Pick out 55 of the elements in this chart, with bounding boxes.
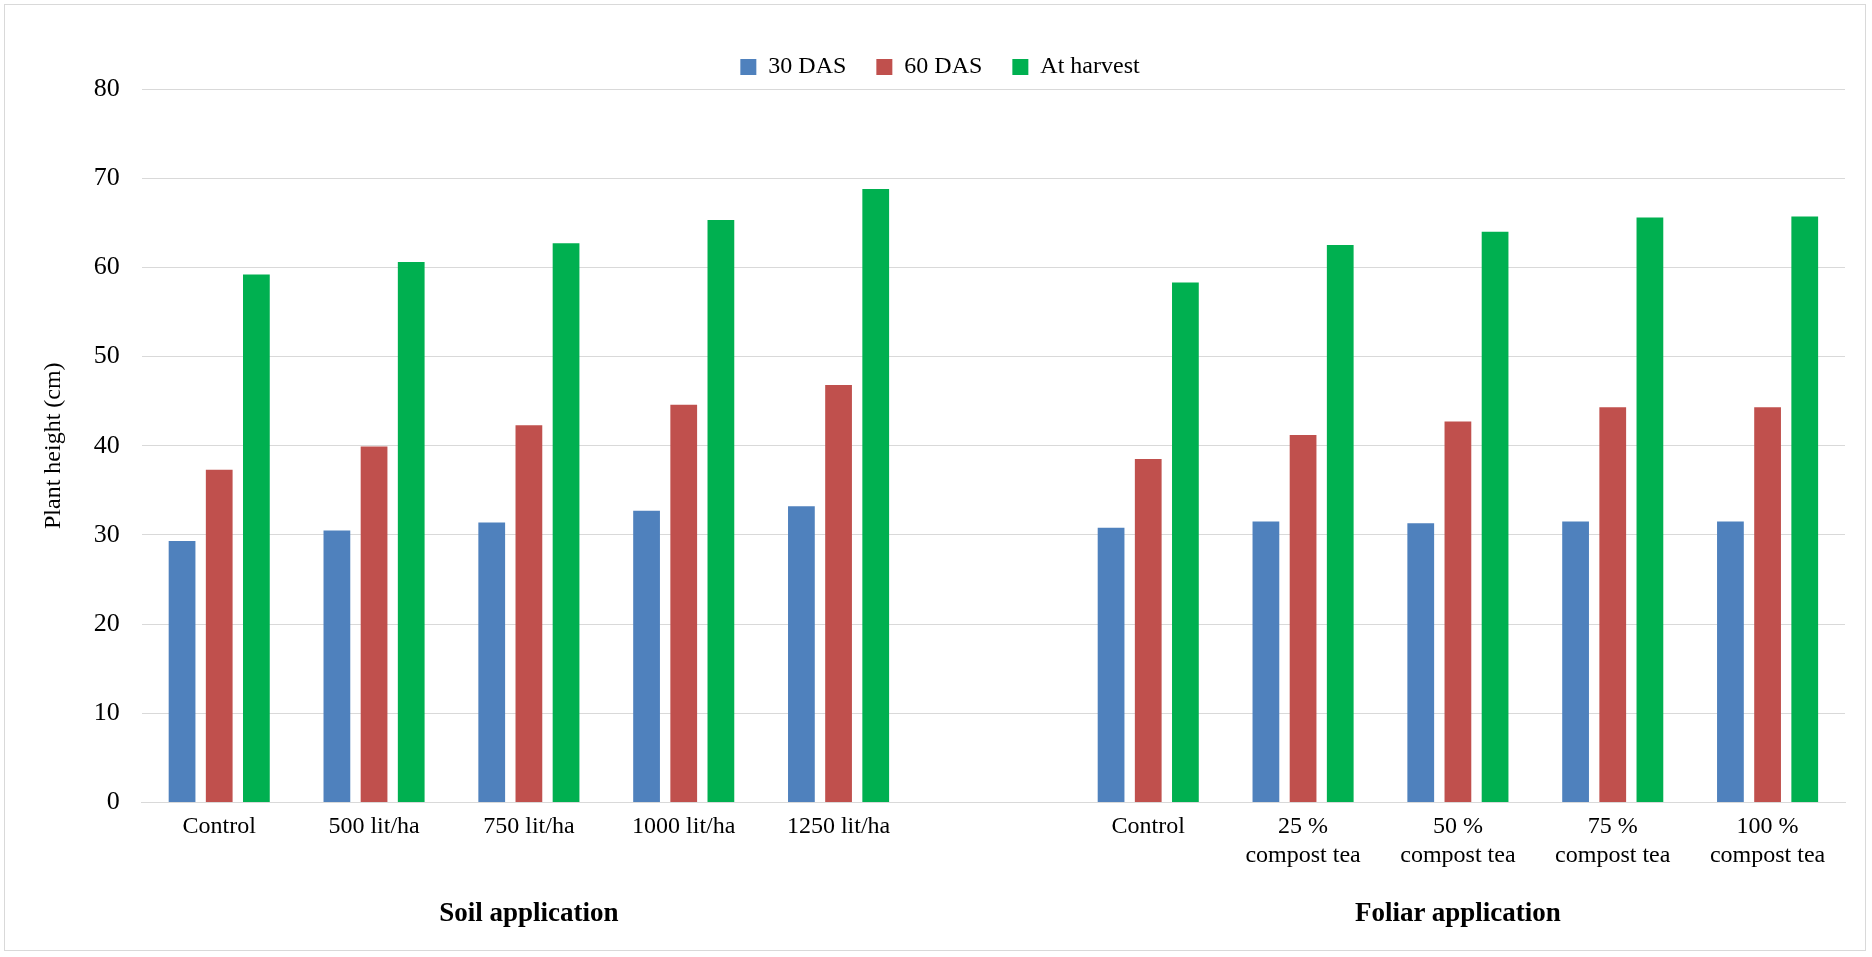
y-tick-label: 50: [93, 340, 120, 370]
bar: [788, 506, 815, 802]
bar: [168, 541, 196, 802]
bar: [1791, 216, 1819, 802]
bar: [323, 530, 351, 802]
legend-label: 60 DAS: [904, 52, 983, 79]
y-tick-label: 0: [106, 786, 120, 816]
y-tick-label: 10: [93, 697, 120, 727]
y-tick-label: 70: [93, 162, 120, 191]
x-tick-label: 100 % compost tea: [1709, 812, 1826, 867]
bar: [1097, 527, 1125, 802]
bar: [633, 510, 660, 802]
y-tick-label: 30: [93, 518, 120, 548]
x-tick-label: 1000 lit/ha: [632, 812, 736, 839]
bar: [1481, 231, 1509, 802]
bar: [552, 243, 580, 802]
x-tick-label: 500 lit/ha: [328, 812, 421, 839]
bar: [515, 425, 543, 802]
bar: [825, 385, 852, 802]
bar: [1407, 523, 1435, 802]
bar: [360, 446, 388, 802]
bar: [1599, 407, 1627, 802]
bar: [862, 188, 890, 802]
bar: [1444, 421, 1472, 802]
x-tick-label: Control: [1111, 812, 1186, 839]
bar: [1326, 245, 1354, 802]
y-axis-title: Plant height (cm): [38, 362, 65, 530]
bar: [670, 404, 698, 802]
bar: [1717, 521, 1744, 802]
bar: [1562, 521, 1589, 802]
bar: [1289, 435, 1317, 802]
text: Soil application: [439, 897, 619, 928]
x-tick-label: 25 % compost tea: [1245, 812, 1362, 867]
x-tick-label: 1250 lit/ha: [786, 812, 891, 839]
x-tick-label: 750 lit/ha: [483, 812, 575, 839]
bar: [1134, 459, 1162, 802]
bar: [1754, 407, 1781, 802]
legend-label: At harvest: [1040, 52, 1140, 79]
bar: [707, 220, 735, 802]
y-tick-label: 60: [93, 251, 120, 281]
bar: [1252, 521, 1280, 802]
bar: [205, 469, 233, 802]
x-tick-label: 75 % compost tea: [1555, 812, 1671, 867]
bar: [397, 262, 425, 802]
y-tick-label: 20: [93, 607, 120, 637]
legend-label: 30 DAS: [768, 52, 847, 79]
text: Foliar application: [1355, 897, 1561, 928]
bar: [1636, 217, 1664, 802]
x-tick-label: 50 % compost tea: [1400, 812, 1516, 867]
bar: [478, 522, 506, 802]
bar: [1172, 282, 1199, 802]
bar: [243, 274, 270, 802]
x-tick-label: Control: [182, 812, 257, 839]
y-tick-label: 80: [93, 72, 120, 102]
y-tick-label: 40: [93, 429, 120, 459]
